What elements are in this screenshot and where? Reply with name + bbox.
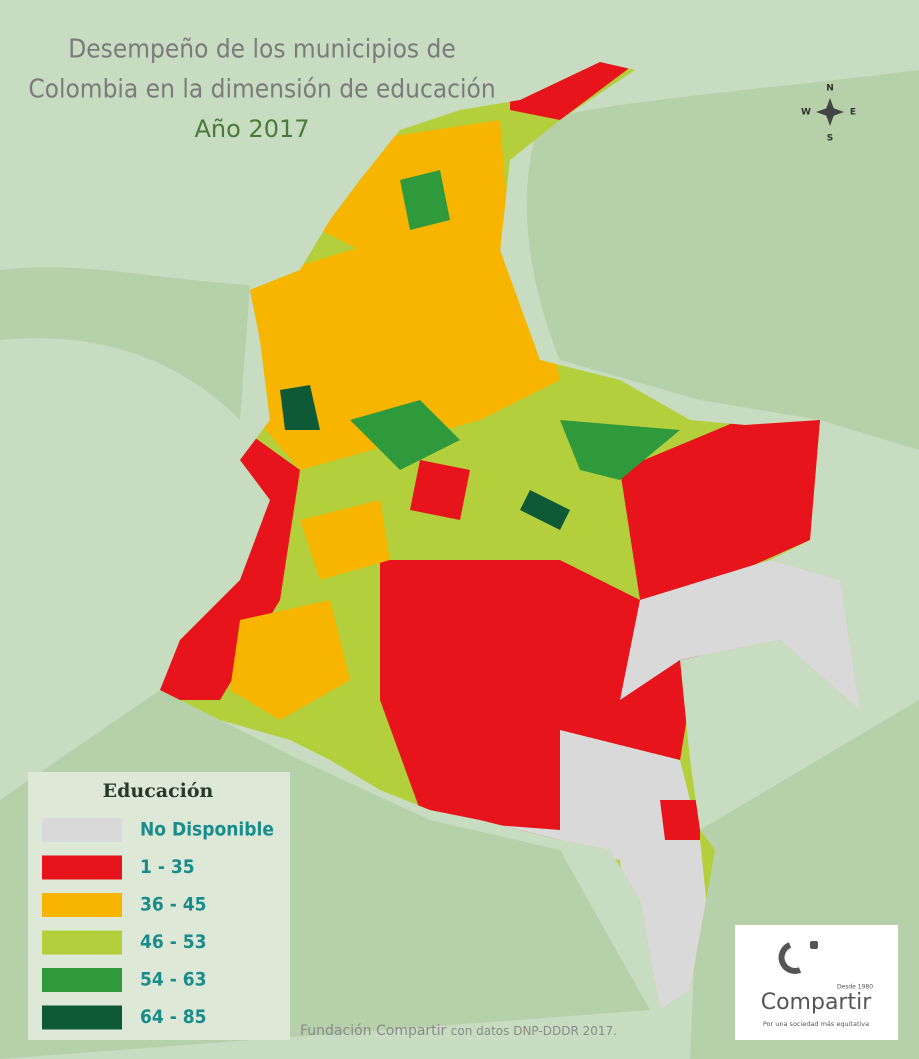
compass-rose: [816, 107, 844, 117]
legend-label: No Disponible: [140, 819, 274, 841]
logo-icon: [778, 941, 818, 974]
region: [560, 420, 680, 480]
region: [230, 600, 350, 720]
legend-swatch: [42, 1005, 122, 1030]
year: Año 2017: [194, 115, 309, 143]
legend-title: Educación: [103, 780, 214, 802]
legend-swatch: [42, 818, 122, 842]
source: Fundación Compartir con datos DNP-DDDR 2…: [300, 1023, 617, 1039]
source-rest: con datos DNP-DDDR 2017.: [451, 1024, 617, 1038]
logo-name: Compartir: [761, 990, 872, 1015]
title-line: Desempeño de los municipios de: [68, 35, 456, 65]
legend-swatch: [42, 893, 122, 917]
compass-n: N: [826, 84, 834, 94]
region: [240, 200, 560, 470]
logo-since: Desde 1980: [837, 984, 873, 991]
compass-e: E: [850, 108, 856, 118]
region: [620, 420, 830, 600]
legend-swatch: [42, 968, 122, 992]
region: [350, 400, 460, 470]
land-venezuela: [526, 70, 919, 450]
legend-label: 64 - 85: [140, 1006, 207, 1028]
land-panama: [0, 267, 250, 420]
logo-tagline: Por una sociedad más equitativa: [763, 1020, 869, 1028]
region: [300, 500, 390, 580]
legend-swatch: [42, 930, 122, 955]
region: [520, 490, 570, 530]
compass-s: S: [827, 134, 833, 144]
compass-w: W: [801, 108, 811, 118]
region: [280, 385, 320, 430]
region: [620, 560, 860, 720]
source-org: Fundación Compartir: [300, 1023, 447, 1039]
legend-label: 46 - 53: [140, 931, 207, 953]
legend-label: 54 - 63: [140, 969, 207, 991]
region: [410, 460, 470, 520]
region: [660, 800, 700, 840]
legend-label: 36 - 45: [140, 894, 207, 916]
region: [400, 170, 450, 230]
legend-swatch: [42, 855, 122, 880]
legend-label: 1 - 35: [140, 856, 195, 878]
title-line: Colombia en la dimensión de educación: [28, 75, 495, 105]
